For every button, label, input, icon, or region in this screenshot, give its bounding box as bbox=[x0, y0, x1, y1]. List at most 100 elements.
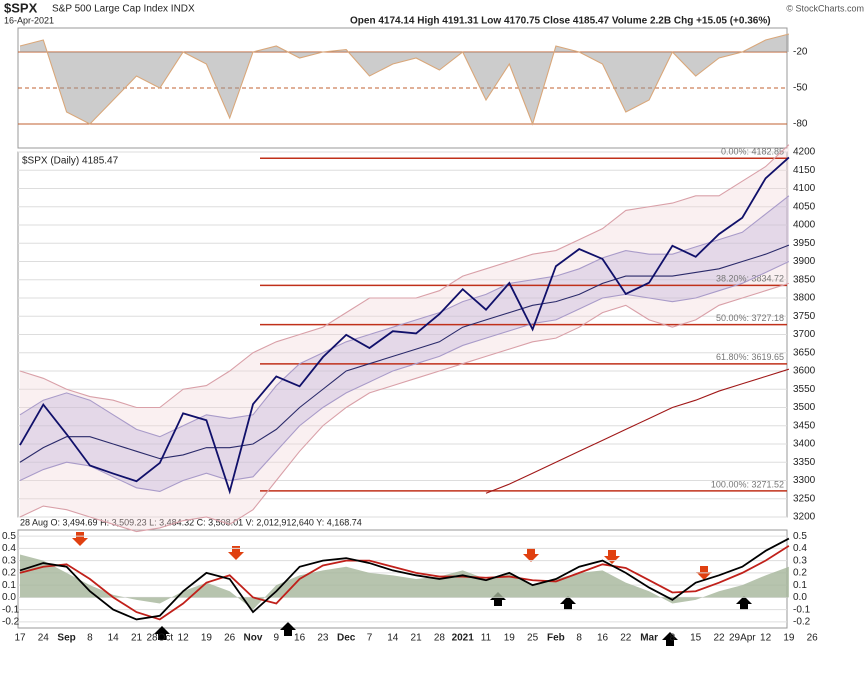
up-arrow bbox=[662, 632, 678, 646]
y-tick-label: -0.1 bbox=[793, 604, 811, 615]
x-tick-label: 28 bbox=[434, 633, 446, 644]
x-tick-label: 19 bbox=[504, 633, 516, 644]
y-tick-label: 0.1 bbox=[793, 580, 807, 591]
x-tick-label: 11 bbox=[481, 633, 492, 644]
panel-1: 3200 3250 3300 3350 3400 3450 3500 3550 3600 3650… bbox=[18, 144, 816, 533]
y-tick-label: -80 bbox=[793, 119, 808, 130]
y-tick-label: 3900 bbox=[793, 256, 816, 267]
x-tick-label: 8 bbox=[670, 633, 676, 644]
line bbox=[19, 545, 790, 621]
x-tick-label: 9 bbox=[274, 633, 280, 644]
down-arrow bbox=[604, 550, 620, 564]
y-tick-label: 0.0 bbox=[793, 592, 807, 603]
band-fill bbox=[20, 195, 789, 492]
y-tick-label: 4000 bbox=[793, 220, 816, 231]
x-tick-label: 8 bbox=[87, 633, 93, 644]
y-tick-label: 3650 bbox=[793, 347, 816, 358]
x-tick-label: 21 bbox=[131, 633, 143, 644]
y-tick-label: 0.4 bbox=[793, 543, 807, 554]
y-tick-label-left: 0.3 bbox=[2, 555, 16, 566]
y-tick-label-left: -0.1 bbox=[2, 604, 20, 615]
line bbox=[19, 537, 790, 621]
fib-label: 38.20%: 3834.72 bbox=[716, 274, 784, 284]
panel-2: -0.2-0.2-0.1-0.10.00.00.10.10.20.20.30.3… bbox=[2, 531, 811, 628]
up-arrow bbox=[280, 622, 296, 636]
area bbox=[20, 554, 789, 610]
band-fill bbox=[20, 144, 789, 532]
symbol: $SPX bbox=[4, 0, 38, 15]
y-tick-label: -20 bbox=[793, 47, 808, 58]
line bbox=[19, 244, 790, 463]
up-arrow bbox=[560, 596, 576, 610]
y-tick-label: 3600 bbox=[793, 366, 816, 377]
y-tick-label: 3700 bbox=[793, 329, 816, 340]
fib-label: 50.00%: 3727.18 bbox=[716, 313, 784, 323]
y-tick-label: 3850 bbox=[793, 274, 816, 285]
y-tick-label: 3350 bbox=[793, 457, 816, 468]
y-tick-label-left: 0.2 bbox=[2, 568, 16, 579]
y-tick-label: 4200 bbox=[793, 147, 816, 158]
y-tick-label-left: 0.4 bbox=[2, 543, 16, 554]
y-tick-label: -50 bbox=[793, 83, 808, 94]
fib-label: 61.80%: 3619.65 bbox=[716, 352, 784, 362]
panel-0: -20 -50 -80 bbox=[18, 33, 808, 130]
x-tick-label: Sep bbox=[57, 633, 75, 644]
up-arrow bbox=[736, 596, 752, 610]
area bbox=[20, 34, 789, 124]
fib-label: 100.00%: 3271.52 bbox=[711, 479, 784, 489]
x-tick-label: 15 bbox=[690, 633, 702, 644]
y-tick-label: 4050 bbox=[793, 201, 816, 212]
fib-label: 0.00%: 4182.85 bbox=[721, 147, 784, 157]
line bbox=[19, 282, 790, 533]
line bbox=[19, 156, 790, 495]
y-tick-label: 0.5 bbox=[793, 531, 807, 542]
y-tick-label-left: 0.1 bbox=[2, 580, 16, 591]
y-tick-label: 3950 bbox=[793, 238, 816, 249]
quote: Open 4174.14 High 4191.31 Low 4170.75 Cl… bbox=[350, 16, 771, 27]
x-tick-label: Nov bbox=[244, 633, 263, 644]
y-tick-label-left: 0.5 bbox=[2, 531, 16, 542]
credit: © StockCharts.com bbox=[786, 3, 864, 13]
x-tick-label: 26 bbox=[224, 633, 236, 644]
name: S&P 500 Large Cap Index INDX bbox=[52, 4, 195, 15]
y-tick-label: 3400 bbox=[793, 439, 816, 450]
x-tick-label: 29Apr bbox=[729, 633, 756, 644]
y-tick-label: 3500 bbox=[793, 402, 816, 413]
y-tick-label: 0.3 bbox=[793, 555, 807, 566]
y-tick-label: 4100 bbox=[793, 183, 816, 194]
x-tick-label: 16 bbox=[597, 633, 609, 644]
x-tick-label: 24 bbox=[38, 633, 50, 644]
x-tick-label: 14 bbox=[108, 633, 120, 644]
x-tick-label: 12 bbox=[178, 633, 190, 644]
down-arrow bbox=[228, 546, 244, 560]
x-tick-label: 12 bbox=[760, 633, 772, 644]
line bbox=[19, 195, 790, 438]
y-tick-label-left: -0.2 bbox=[2, 617, 20, 628]
x-tick-label: 16 bbox=[294, 633, 306, 644]
x-tick-label: 2021 bbox=[452, 633, 475, 644]
down-arrow bbox=[72, 532, 88, 546]
x-tick-label: 22 bbox=[620, 633, 632, 644]
y-tick-label-left: 0.0 bbox=[2, 592, 16, 603]
line bbox=[19, 33, 790, 126]
down-arrow bbox=[523, 548, 539, 562]
x-tick-label: Dec bbox=[337, 633, 356, 644]
x-tick-label: 28Oct bbox=[146, 633, 173, 644]
x-tick-label: 25 bbox=[527, 633, 539, 644]
x-tick-label: 19 bbox=[201, 633, 213, 644]
up-arrow bbox=[154, 626, 170, 640]
x-tick-label: 17 bbox=[14, 633, 26, 644]
y-tick-label: 3800 bbox=[793, 293, 816, 304]
x-tick-label: 14 bbox=[387, 633, 399, 644]
x-tick-label: 22 bbox=[713, 633, 725, 644]
y-tick-label: 3750 bbox=[793, 311, 816, 322]
x-tick-label: 19 bbox=[783, 633, 795, 644]
y-tick-label: 3300 bbox=[793, 475, 816, 486]
line bbox=[19, 261, 790, 493]
x-tick-label: Feb bbox=[547, 633, 565, 644]
up-arrow bbox=[490, 592, 506, 606]
info-line: 28 Aug O: 3,494.69 H: 3,509.23 L: 3,484.… bbox=[20, 517, 362, 527]
x-tick-label: 7 bbox=[367, 633, 373, 644]
x-tick-label: Mar bbox=[640, 633, 658, 644]
